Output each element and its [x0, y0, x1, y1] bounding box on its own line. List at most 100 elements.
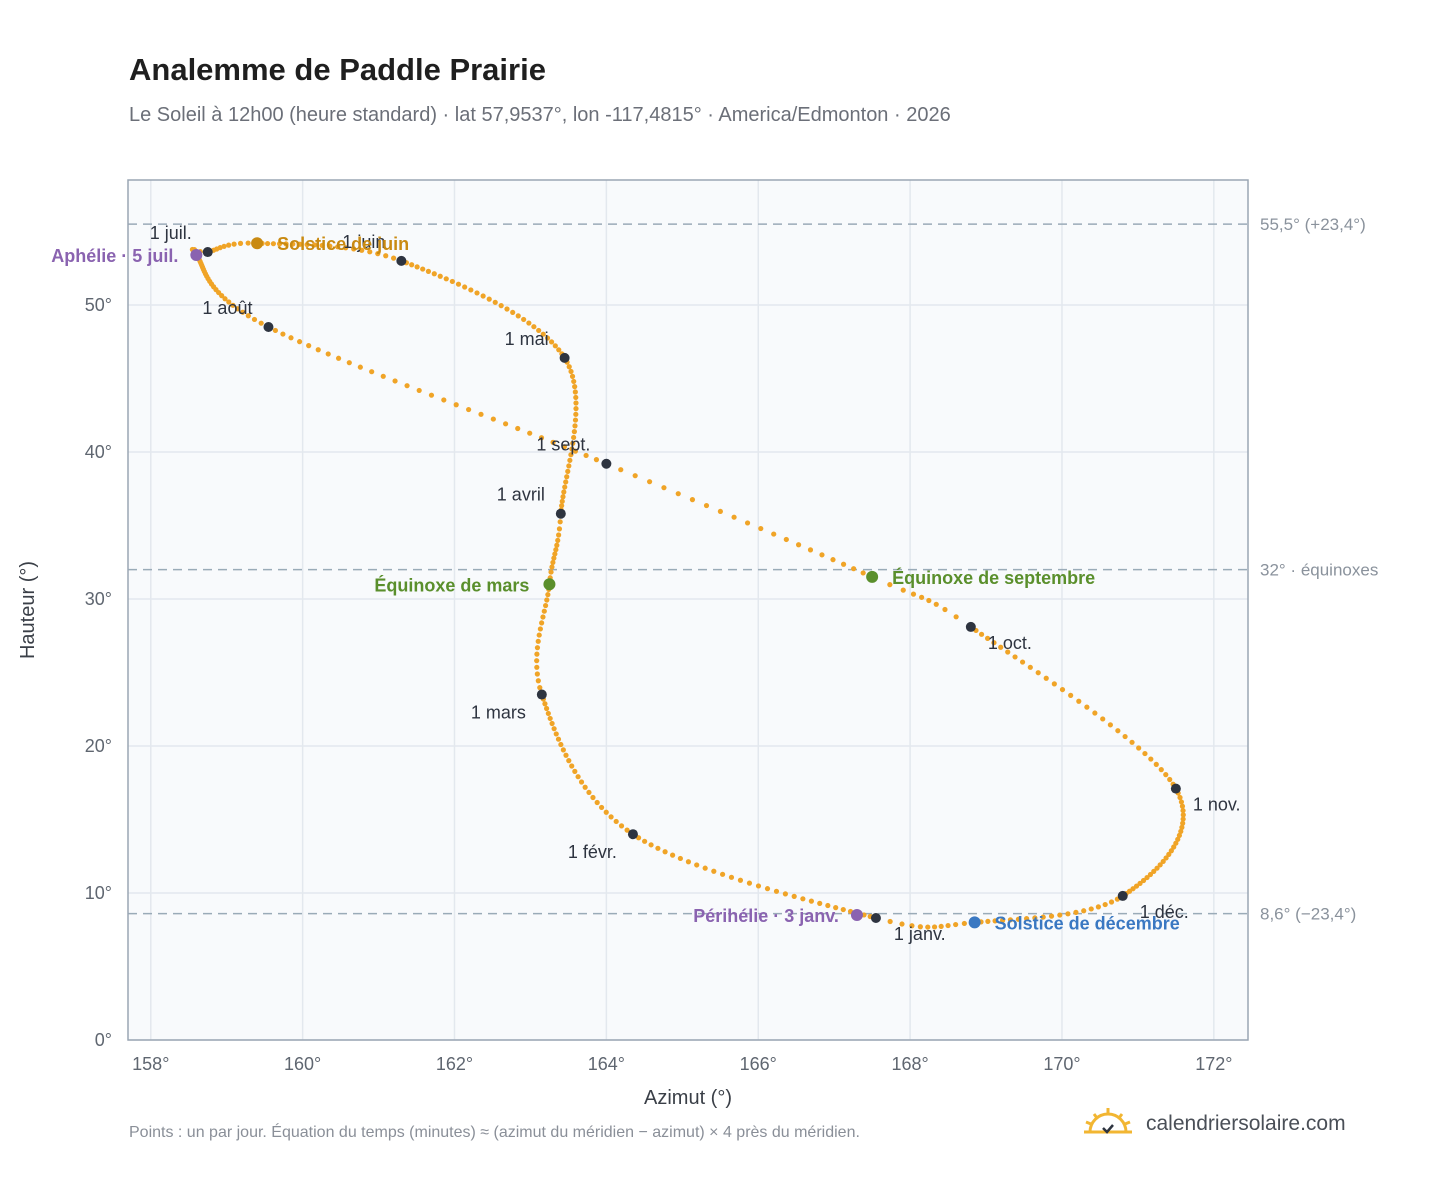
- daily-sun-point: [689, 497, 696, 503]
- daily-sun-point: [603, 809, 609, 815]
- daily-sun-point: [819, 552, 825, 558]
- daily-sun-point: [717, 508, 723, 515]
- daily-sun-point: [931, 924, 938, 930]
- daily-sun-point: [420, 266, 426, 272]
- daily-sun-point: [391, 255, 397, 261]
- plot-area: [128, 180, 1248, 1040]
- daily-sun-point: [551, 555, 557, 561]
- daily-sun-point: [1173, 840, 1179, 846]
- brand-name[interactable]: calendriersolaire.com: [1146, 1112, 1346, 1135]
- daily-sun-point: [245, 240, 251, 246]
- daily-sun-point: [840, 561, 847, 567]
- daily-sun-point: [887, 582, 893, 588]
- daily-sun-point: [563, 479, 569, 485]
- daily-sun-point: [498, 303, 504, 309]
- x-tick-label: 166°: [740, 1054, 777, 1074]
- daily-sun-point: [380, 373, 386, 379]
- month-label: 1 juin: [342, 232, 385, 252]
- daily-sun-point: [840, 906, 846, 913]
- daily-sun-point: [504, 306, 510, 312]
- daily-sun-point: [437, 273, 443, 279]
- daily-sun-point: [547, 715, 553, 722]
- daily-sun-point: [222, 296, 228, 302]
- daily-sun-point: [335, 355, 342, 361]
- daily-sun-point: [231, 241, 237, 247]
- y-tick-label: 40°: [85, 442, 112, 462]
- daily-sun-point: [624, 827, 630, 833]
- daily-sun-point: [1023, 916, 1030, 922]
- y-tick-label: 10°: [85, 883, 112, 903]
- month-marker: [601, 458, 612, 469]
- daily-sun-point: [1007, 917, 1014, 923]
- daily-sun-point: [1137, 880, 1143, 886]
- daily-sun-point: [521, 316, 527, 323]
- reference-line-label: 8,6° (−23,4°): [1260, 905, 1356, 924]
- daily-sun-point: [1158, 767, 1164, 773]
- daily-sun-point: [572, 417, 579, 423]
- daily-sun-point: [563, 752, 569, 758]
- daily-sun-point: [677, 855, 683, 862]
- daily-sun-point: [441, 397, 447, 403]
- month-marker: [536, 689, 547, 700]
- daily-sun-point: [1177, 794, 1183, 801]
- daily-sun-point: [542, 701, 548, 707]
- daily-sun-point: [270, 241, 277, 247]
- daily-sun-point: [593, 457, 600, 463]
- daily-sun-point: [559, 498, 565, 504]
- x-tick-label: 162°: [436, 1054, 473, 1074]
- daily-sun-point: [283, 241, 289, 247]
- daily-sun-point: [359, 247, 365, 253]
- daily-sun-point: [416, 387, 422, 394]
- daily-sun-point: [535, 678, 541, 684]
- daily-sun-point: [367, 249, 373, 255]
- daily-sun-point: [1180, 807, 1186, 814]
- daily-sun-point: [632, 473, 638, 479]
- daily-sun-point: [1175, 836, 1181, 842]
- daily-sun-point: [1178, 799, 1185, 805]
- daily-sun-point: [1019, 659, 1026, 665]
- daily-sun-point: [933, 601, 939, 607]
- daily-sun-point: [568, 368, 574, 375]
- daily-sun-point: [1178, 828, 1184, 835]
- daily-sun-point: [571, 378, 577, 385]
- daily-sun-point: [570, 440, 576, 446]
- daily-sun-point: [755, 883, 762, 889]
- daily-sun-point: [251, 316, 258, 323]
- daily-sun-point: [226, 242, 232, 248]
- daily-sun-point: [428, 392, 435, 398]
- daily-sun-point: [468, 287, 474, 293]
- daily-sun-point: [1027, 664, 1033, 670]
- daily-sun-point: [1163, 772, 1169, 778]
- y-axis-label: Hauteur (°): [17, 561, 39, 659]
- brand[interactable]: calendriersolaire.com: [1082, 1106, 1346, 1142]
- event-label: Équinoxe de septembre: [892, 567, 1095, 588]
- daily-sun-point: [335, 244, 341, 250]
- daily-sun-point: [544, 597, 550, 603]
- daily-sun-point: [526, 320, 532, 326]
- daily-sun-point: [1179, 803, 1186, 809]
- daily-sun-point: [1140, 877, 1147, 884]
- daily-sun-point: [561, 444, 567, 450]
- daily-sun-point: [583, 452, 589, 459]
- daily-sun-point: [662, 849, 668, 855]
- daily-sun-point: [288, 335, 294, 341]
- month-label: 1 janv.: [894, 924, 946, 944]
- chart-title: Analemme de Paddle Prairie: [129, 52, 546, 87]
- daily-sun-point: [515, 313, 521, 319]
- reference-line-label: 32° · équinoxes: [1260, 561, 1378, 580]
- daily-sun-point: [572, 389, 578, 395]
- daily-sun-point: [453, 402, 459, 408]
- daily-sun-point: [404, 383, 410, 389]
- daily-sun-point: [534, 645, 541, 651]
- daily-sun-point: [618, 823, 625, 829]
- daily-sun-point: [771, 531, 777, 537]
- daily-sun-point: [449, 278, 455, 285]
- daily-sun-point: [978, 631, 985, 637]
- daily-sun-point: [1073, 909, 1079, 916]
- daily-sun-point: [562, 484, 568, 490]
- month-label: 1 sept.: [536, 435, 590, 455]
- daily-sun-point: [899, 921, 905, 927]
- daily-sun-point: [1176, 832, 1183, 839]
- daily-sun-point: [564, 474, 570, 480]
- daily-sun-point: [1167, 776, 1173, 783]
